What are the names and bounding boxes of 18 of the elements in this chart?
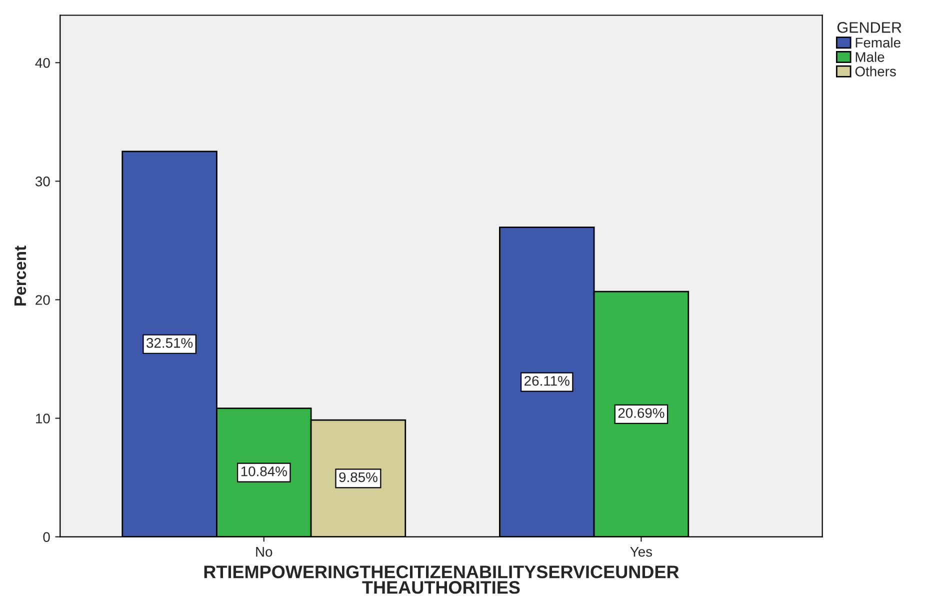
- data-label: 26.11%: [524, 376, 570, 386]
- x-tick-label: No: [256, 547, 272, 557]
- legend-label: Others: [855, 66, 896, 76]
- data-label: 32.51%: [146, 338, 193, 348]
- y-tick-label: 20: [36, 295, 50, 305]
- x-axis-title: RTIEMPOWERINGTHECITIZENABILITYSERVICEUNDER THEAUTHORITIES: [204, 566, 679, 594]
- legend-label: Female: [856, 37, 900, 48]
- x-tick-label: Yes: [630, 547, 652, 557]
- data-label: 9.85%: [339, 472, 378, 482]
- legend-title: GENDER: [837, 22, 902, 33]
- y-tick-label: 30: [35, 176, 50, 186]
- data-label: 20.69%: [618, 408, 664, 418]
- y-axis-title: Percent: [14, 246, 26, 306]
- y-tick-label: 10: [36, 414, 50, 424]
- y-tick-label: 40: [35, 58, 50, 68]
- y-tick-label: 0: [43, 532, 50, 542]
- legend-label: Male: [856, 52, 884, 62]
- data-label: 10.84%: [241, 466, 287, 476]
